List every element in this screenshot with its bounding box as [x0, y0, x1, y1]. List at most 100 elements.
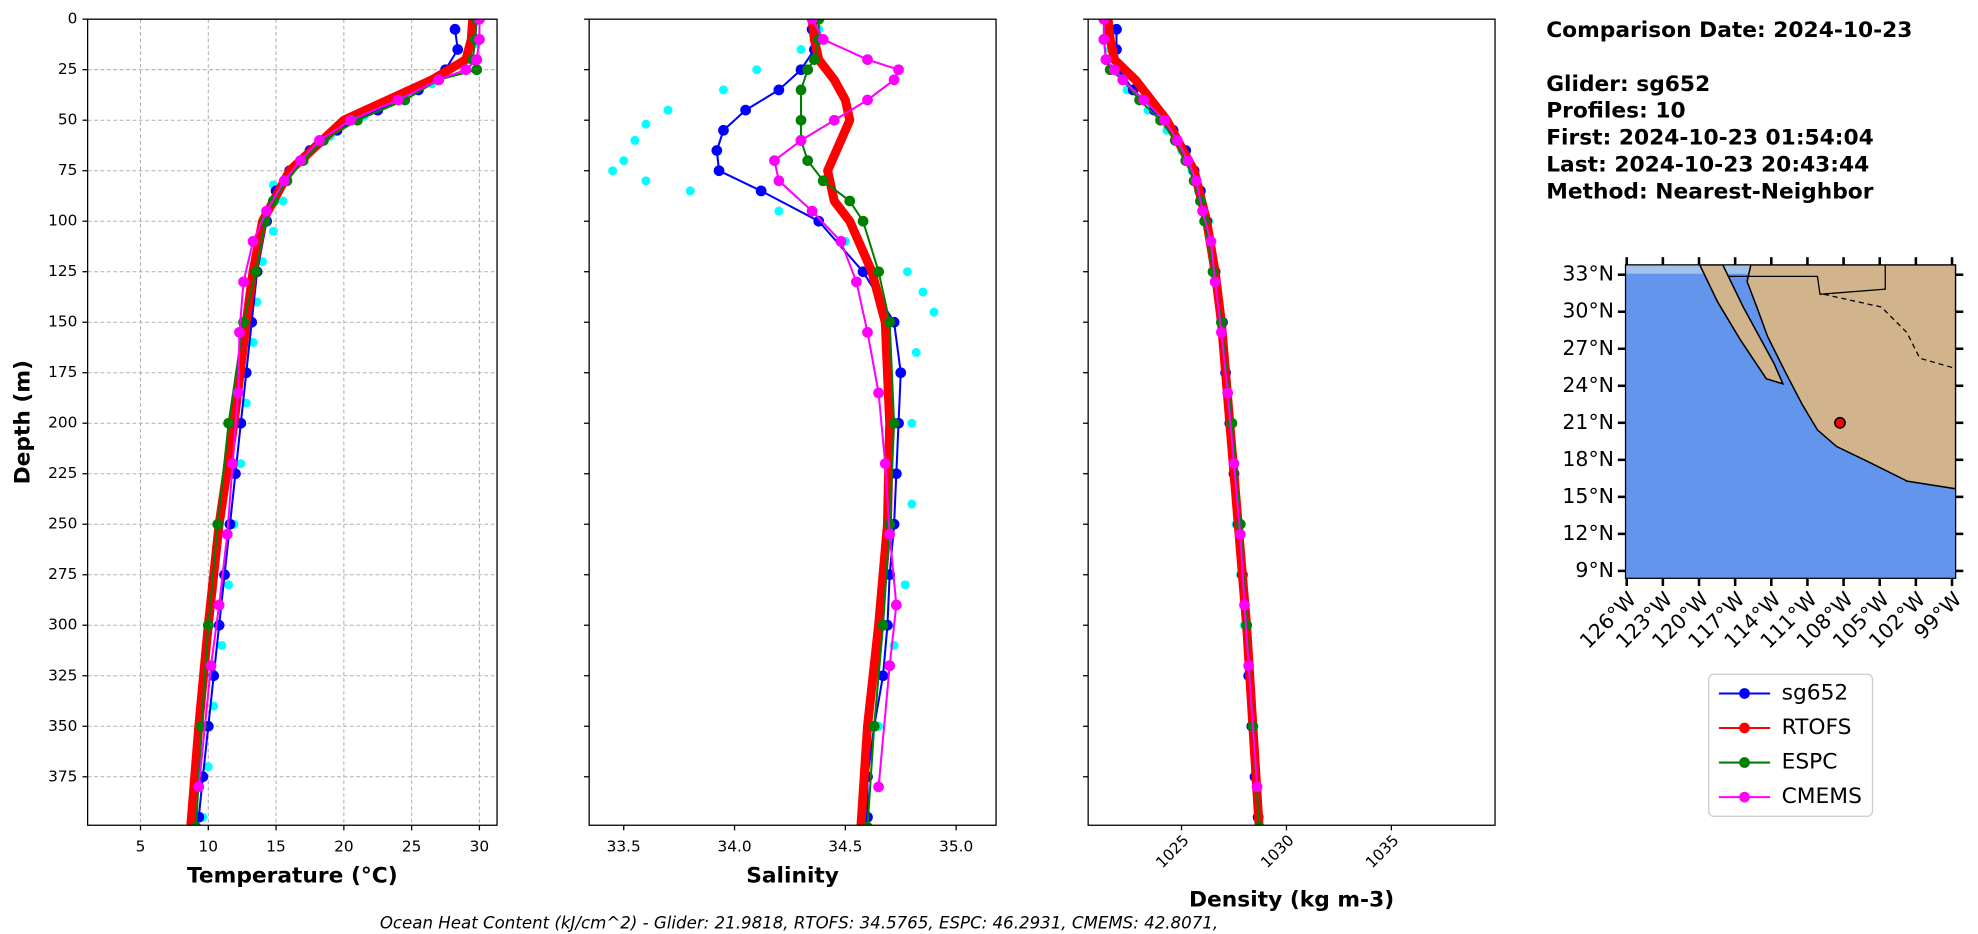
profile-point [1117, 74, 1129, 86]
raw-point [641, 119, 651, 129]
info-line: Last: 2024-10-23 20:43:44 [1546, 152, 1869, 177]
x-axis-label: Temperature (°C) [187, 863, 398, 888]
y-tick-label: 250 [48, 515, 77, 533]
info-line: Comparison Date: 2024-10-23 [1546, 18, 1912, 43]
map-lat-label: 30°N [1562, 299, 1614, 323]
legend-label: RTOFS [1782, 715, 1852, 740]
profile-point [1131, 75, 1140, 84]
profile-point [888, 74, 900, 86]
y-tick-label: 375 [48, 767, 77, 785]
profile-point [857, 215, 869, 227]
profile-point [845, 116, 854, 125]
profile-point [837, 136, 845, 145]
profile-point [295, 155, 306, 166]
profile-point [862, 821, 873, 826]
x-tick-label: 20 [334, 837, 354, 855]
profile-point [202, 619, 214, 631]
profile-point [884, 316, 896, 328]
profile-point [713, 165, 725, 177]
profile-point [806, 19, 818, 25]
border [1727, 264, 1886, 295]
profile-point [813, 215, 825, 227]
profile-point [1190, 175, 1202, 187]
info-line: Glider: sg652 [1546, 72, 1710, 97]
raw-point [217, 640, 227, 650]
profile-point [1254, 821, 1265, 826]
legend-label: ESPC [1782, 750, 1838, 775]
profile-point [884, 660, 896, 672]
profile-line [1102, 19, 1259, 787]
profile-point [213, 599, 225, 611]
x-tick-label: 34.5 [828, 837, 862, 855]
map-lat-label: 21°N [1562, 410, 1614, 434]
profile-point [851, 276, 862, 288]
x-tick-label: 33.5 [607, 837, 641, 855]
profile-point [828, 114, 840, 126]
profile-point [1109, 64, 1120, 76]
profile-point [808, 54, 820, 65]
x-axis-label: Salinity [746, 863, 839, 888]
raw-point [224, 580, 234, 590]
y-tick-label: 50 [58, 111, 78, 129]
profile-point [232, 387, 244, 399]
plot-area [1098, 19, 1265, 826]
profile-point [392, 94, 404, 106]
profile-point [227, 458, 239, 470]
profile-point [1159, 114, 1171, 126]
profile-point [711, 145, 723, 156]
profile-point [888, 417, 900, 429]
profile-point [452, 44, 464, 55]
profile-point [844, 195, 856, 207]
raw-point [918, 287, 928, 297]
profile-point [1100, 54, 1112, 65]
x-tick-label: 25 [402, 837, 422, 855]
axes-frame [86, 18, 498, 826]
profile-point [191, 821, 202, 826]
info-line: Method: Nearest-Neighbor [1546, 179, 1874, 204]
axes-frame [1087, 18, 1496, 826]
profile-point [1226, 417, 1238, 429]
profile-point [845, 217, 854, 226]
profile-point [1197, 205, 1208, 217]
raw-point [752, 65, 762, 75]
raw-point [774, 206, 784, 216]
x-tick-label: 1030 [1257, 831, 1297, 871]
profile-point [219, 569, 230, 581]
profile-point [895, 367, 907, 379]
x-tick-label: 30 [470, 837, 490, 855]
map-lat-label: 12°N [1562, 521, 1614, 545]
legend-label: CMEMS [1782, 784, 1862, 809]
profile-point [345, 114, 357, 126]
raw-point [902, 267, 912, 277]
profile-point [835, 236, 847, 247]
x-tick-label: 5 [136, 837, 146, 855]
profile-point [474, 19, 485, 25]
profile-point [1171, 135, 1183, 146]
profile-point [223, 417, 234, 429]
map-lat-label: 33°N [1562, 262, 1614, 286]
profile-point [433, 74, 445, 86]
profile-point [893, 64, 904, 76]
profile-point [1182, 155, 1194, 166]
profile-point [890, 599, 902, 611]
legend [1708, 673, 1874, 817]
map-lat-label: 18°N [1562, 447, 1614, 471]
y-tick-label: 300 [48, 616, 77, 634]
map-lat-label: 27°N [1562, 336, 1614, 360]
y-tick-label: 150 [48, 313, 77, 331]
y-tick-label: 100 [48, 212, 77, 230]
y-tick-label: 200 [48, 414, 77, 432]
y-tick-label: 175 [48, 363, 77, 381]
profile-point [1110, 55, 1119, 64]
x-tick-label: 34.0 [717, 837, 751, 855]
y-tick-label: 350 [48, 717, 77, 735]
profile-point [1207, 266, 1219, 278]
raw-point [641, 176, 651, 186]
profile-point [1098, 19, 1110, 25]
axes-frame [588, 18, 997, 826]
plot-area [186, 19, 485, 826]
x-axis-label: Density (kg m-3) [1189, 888, 1394, 913]
profile-point [857, 266, 869, 278]
profile-point [474, 34, 485, 45]
profile-point [884, 528, 896, 540]
